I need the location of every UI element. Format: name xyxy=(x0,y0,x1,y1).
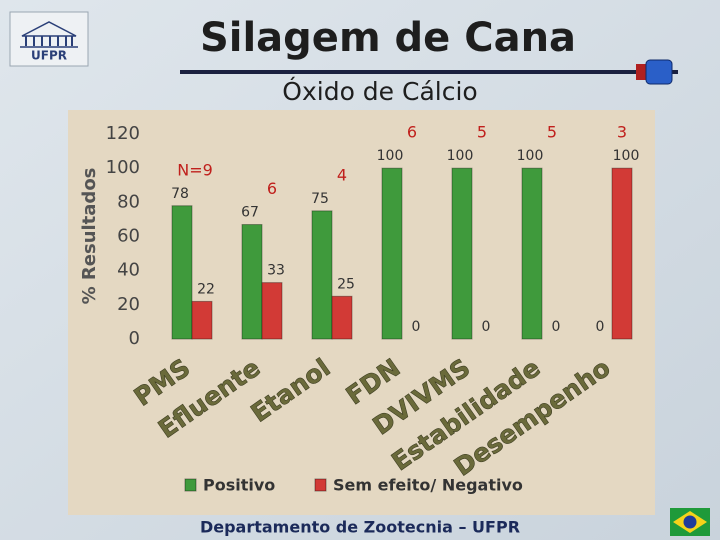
bar xyxy=(171,205,193,340)
y-tick-label: 80 xyxy=(117,191,140,212)
title: Silagem de Cana xyxy=(200,15,576,61)
y-tick-label: 120 xyxy=(106,123,140,144)
y-tick-label: 20 xyxy=(117,294,140,315)
chart-panel xyxy=(68,110,655,515)
value-label: 0 xyxy=(412,319,421,335)
value-label: 25 xyxy=(337,276,355,292)
legend-label: Sem efeito/ Negativo xyxy=(333,476,523,495)
value-label: 0 xyxy=(596,319,605,335)
value-label: 0 xyxy=(482,319,491,335)
value-label: 78 xyxy=(171,186,189,202)
bar xyxy=(451,167,473,340)
logo-text: UFPR xyxy=(31,49,67,63)
n-label: 6 xyxy=(407,123,417,142)
value-label: 100 xyxy=(613,148,640,164)
n-label: 4 xyxy=(337,165,347,184)
y-axis-label: % Resultados xyxy=(79,168,100,305)
bar xyxy=(261,282,283,340)
bar xyxy=(381,167,403,340)
bar xyxy=(521,167,543,340)
n-label: 5 xyxy=(547,123,557,142)
value-label: 100 xyxy=(377,148,404,164)
bar xyxy=(311,210,333,340)
n-label: 6 xyxy=(267,179,277,198)
value-label: 100 xyxy=(447,148,474,164)
y-tick-label: 40 xyxy=(117,260,140,281)
bar xyxy=(331,295,353,340)
value-label: 22 xyxy=(197,281,215,297)
value-label: 75 xyxy=(311,191,329,207)
y-tick-label: 60 xyxy=(117,226,140,247)
legend-label: Positivo xyxy=(203,476,275,495)
y-tick-label: 0 xyxy=(129,328,140,349)
n-label: N=9 xyxy=(177,160,213,179)
footer: Departamento de Zootecnia – UFPR xyxy=(200,518,520,537)
logo: UFPR xyxy=(9,11,89,67)
n-label: 3 xyxy=(617,123,627,142)
bar xyxy=(241,224,263,340)
n-label: 5 xyxy=(477,123,487,142)
y-tick-label: 100 xyxy=(106,157,140,178)
value-label: 0 xyxy=(552,319,561,335)
legend-swatch xyxy=(184,478,197,492)
subtitle: Óxido de Cálcio xyxy=(282,76,477,106)
value-label: 67 xyxy=(241,205,259,221)
bar xyxy=(191,300,213,340)
value-label: 100 xyxy=(517,148,544,164)
flag xyxy=(670,508,710,536)
rule-icon xyxy=(636,59,673,85)
value-label: 33 xyxy=(267,263,285,279)
bar xyxy=(611,167,633,340)
legend-swatch xyxy=(314,478,327,492)
